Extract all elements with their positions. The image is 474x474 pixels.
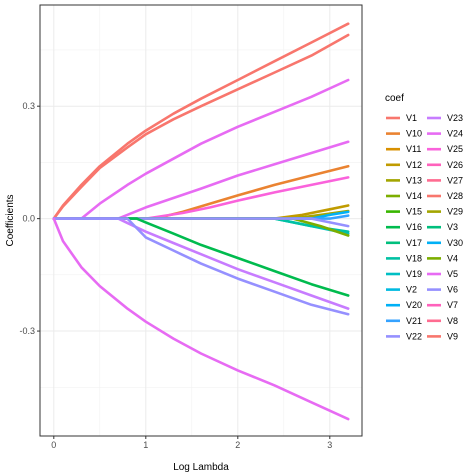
legend-label: V25 xyxy=(447,144,463,154)
legend-label: V7 xyxy=(447,300,458,310)
legend-item: V23 xyxy=(427,113,463,123)
y-tick-label: 0.3 xyxy=(22,101,35,111)
legend-label: V9 xyxy=(447,331,458,341)
legend-label: V28 xyxy=(447,191,463,201)
legend-label: V8 xyxy=(447,316,458,326)
legend-item: V24 xyxy=(427,129,463,139)
coef-path-line xyxy=(52,217,350,316)
coef-path-line xyxy=(52,78,350,220)
series-lines xyxy=(52,22,350,421)
legend-item: V26 xyxy=(427,160,463,170)
legend-label: V21 xyxy=(406,316,422,326)
legend-item: V28 xyxy=(427,191,463,201)
plot-border xyxy=(39,4,363,437)
legend-label: V27 xyxy=(447,175,463,185)
legend-item: V7 xyxy=(427,300,458,310)
legend-item: V27 xyxy=(427,175,463,185)
legend-label: V26 xyxy=(447,160,463,170)
legend-label: V17 xyxy=(406,238,422,248)
legend-item: V9 xyxy=(427,331,458,341)
legend-item: V12 xyxy=(386,160,422,170)
x-axis-ticks: 0 1 2 3 xyxy=(51,436,332,450)
legend-item: V2 xyxy=(386,285,417,295)
legend-item: V3 xyxy=(427,222,458,232)
y-axis-title: Coefficients xyxy=(5,194,16,246)
legend-item: V25 xyxy=(427,144,463,154)
legend-item: V16 xyxy=(386,222,422,232)
legend-item: V10 xyxy=(386,129,422,139)
legend-label: V22 xyxy=(406,331,422,341)
legend-label: V3 xyxy=(447,222,458,232)
x-tick-label: 3 xyxy=(327,440,332,450)
legend-label: V29 xyxy=(447,207,463,217)
legend-label: V12 xyxy=(406,160,422,170)
legend: coef V1 V10 V11 V12 V13 V14 V15 V16 V17 V18 V19 V2 V… xyxy=(385,93,463,341)
legend-label: V6 xyxy=(447,285,458,295)
y-tick-label: -0.3 xyxy=(19,326,35,336)
legend-label: V19 xyxy=(406,269,422,279)
legend-label: V20 xyxy=(406,300,422,310)
legend-item: V11 xyxy=(386,144,421,154)
legend-label: V1 xyxy=(406,113,417,123)
legend-item: V14 xyxy=(386,191,422,201)
legend-label: V2 xyxy=(406,285,417,295)
legend-item: V15 xyxy=(386,207,422,217)
legend-item: V6 xyxy=(427,285,458,295)
legend-label: V14 xyxy=(406,191,422,201)
legend-label: V10 xyxy=(406,129,422,139)
x-axis-title: Log Lambda xyxy=(173,462,229,473)
legend-label: V18 xyxy=(406,253,422,263)
legend-item: V5 xyxy=(427,269,458,279)
legend-label: V30 xyxy=(447,238,463,248)
coef-path-line xyxy=(52,217,350,310)
legend-label: V23 xyxy=(447,113,463,123)
x-tick-label: 2 xyxy=(235,440,240,450)
legend-label: V4 xyxy=(447,253,458,263)
legend-item: V18 xyxy=(386,253,422,263)
coef-path-line xyxy=(52,33,350,220)
legend-label: V24 xyxy=(447,129,463,139)
legend-item: V17 xyxy=(386,238,422,248)
x-tick-label: 1 xyxy=(143,440,148,450)
legend-item: V22 xyxy=(386,331,422,341)
plot-panel xyxy=(40,5,362,436)
legend-label: V16 xyxy=(406,222,422,232)
watermark-text: 知乎 @阿越就是我 xyxy=(377,455,469,469)
y-axis-ticks: -0.3 0.0 0.3 xyxy=(19,101,40,336)
coef-path-line xyxy=(52,217,350,421)
legend-item: V13 xyxy=(386,175,422,185)
legend-label: V15 xyxy=(406,207,422,217)
legend-item: V29 xyxy=(427,207,463,217)
legend-label: V5 xyxy=(447,269,458,279)
x-tick-label: 0 xyxy=(51,440,56,450)
coef-path-line xyxy=(52,217,350,228)
legend-item: V30 xyxy=(427,238,463,248)
y-tick-label: 0.0 xyxy=(22,214,35,224)
legend-item: V21 xyxy=(386,316,422,326)
legend-item: V4 xyxy=(427,253,458,263)
legend-label: V13 xyxy=(406,175,422,185)
legend-title: coef xyxy=(385,93,404,104)
coef-path-line xyxy=(52,140,350,220)
coef-path-line xyxy=(52,217,350,297)
legend-item: V19 xyxy=(386,269,422,279)
legend-item: V1 xyxy=(386,113,417,123)
legend-label: V11 xyxy=(406,144,421,154)
legend-item: V8 xyxy=(427,316,458,326)
legend-item: V20 xyxy=(386,300,422,310)
